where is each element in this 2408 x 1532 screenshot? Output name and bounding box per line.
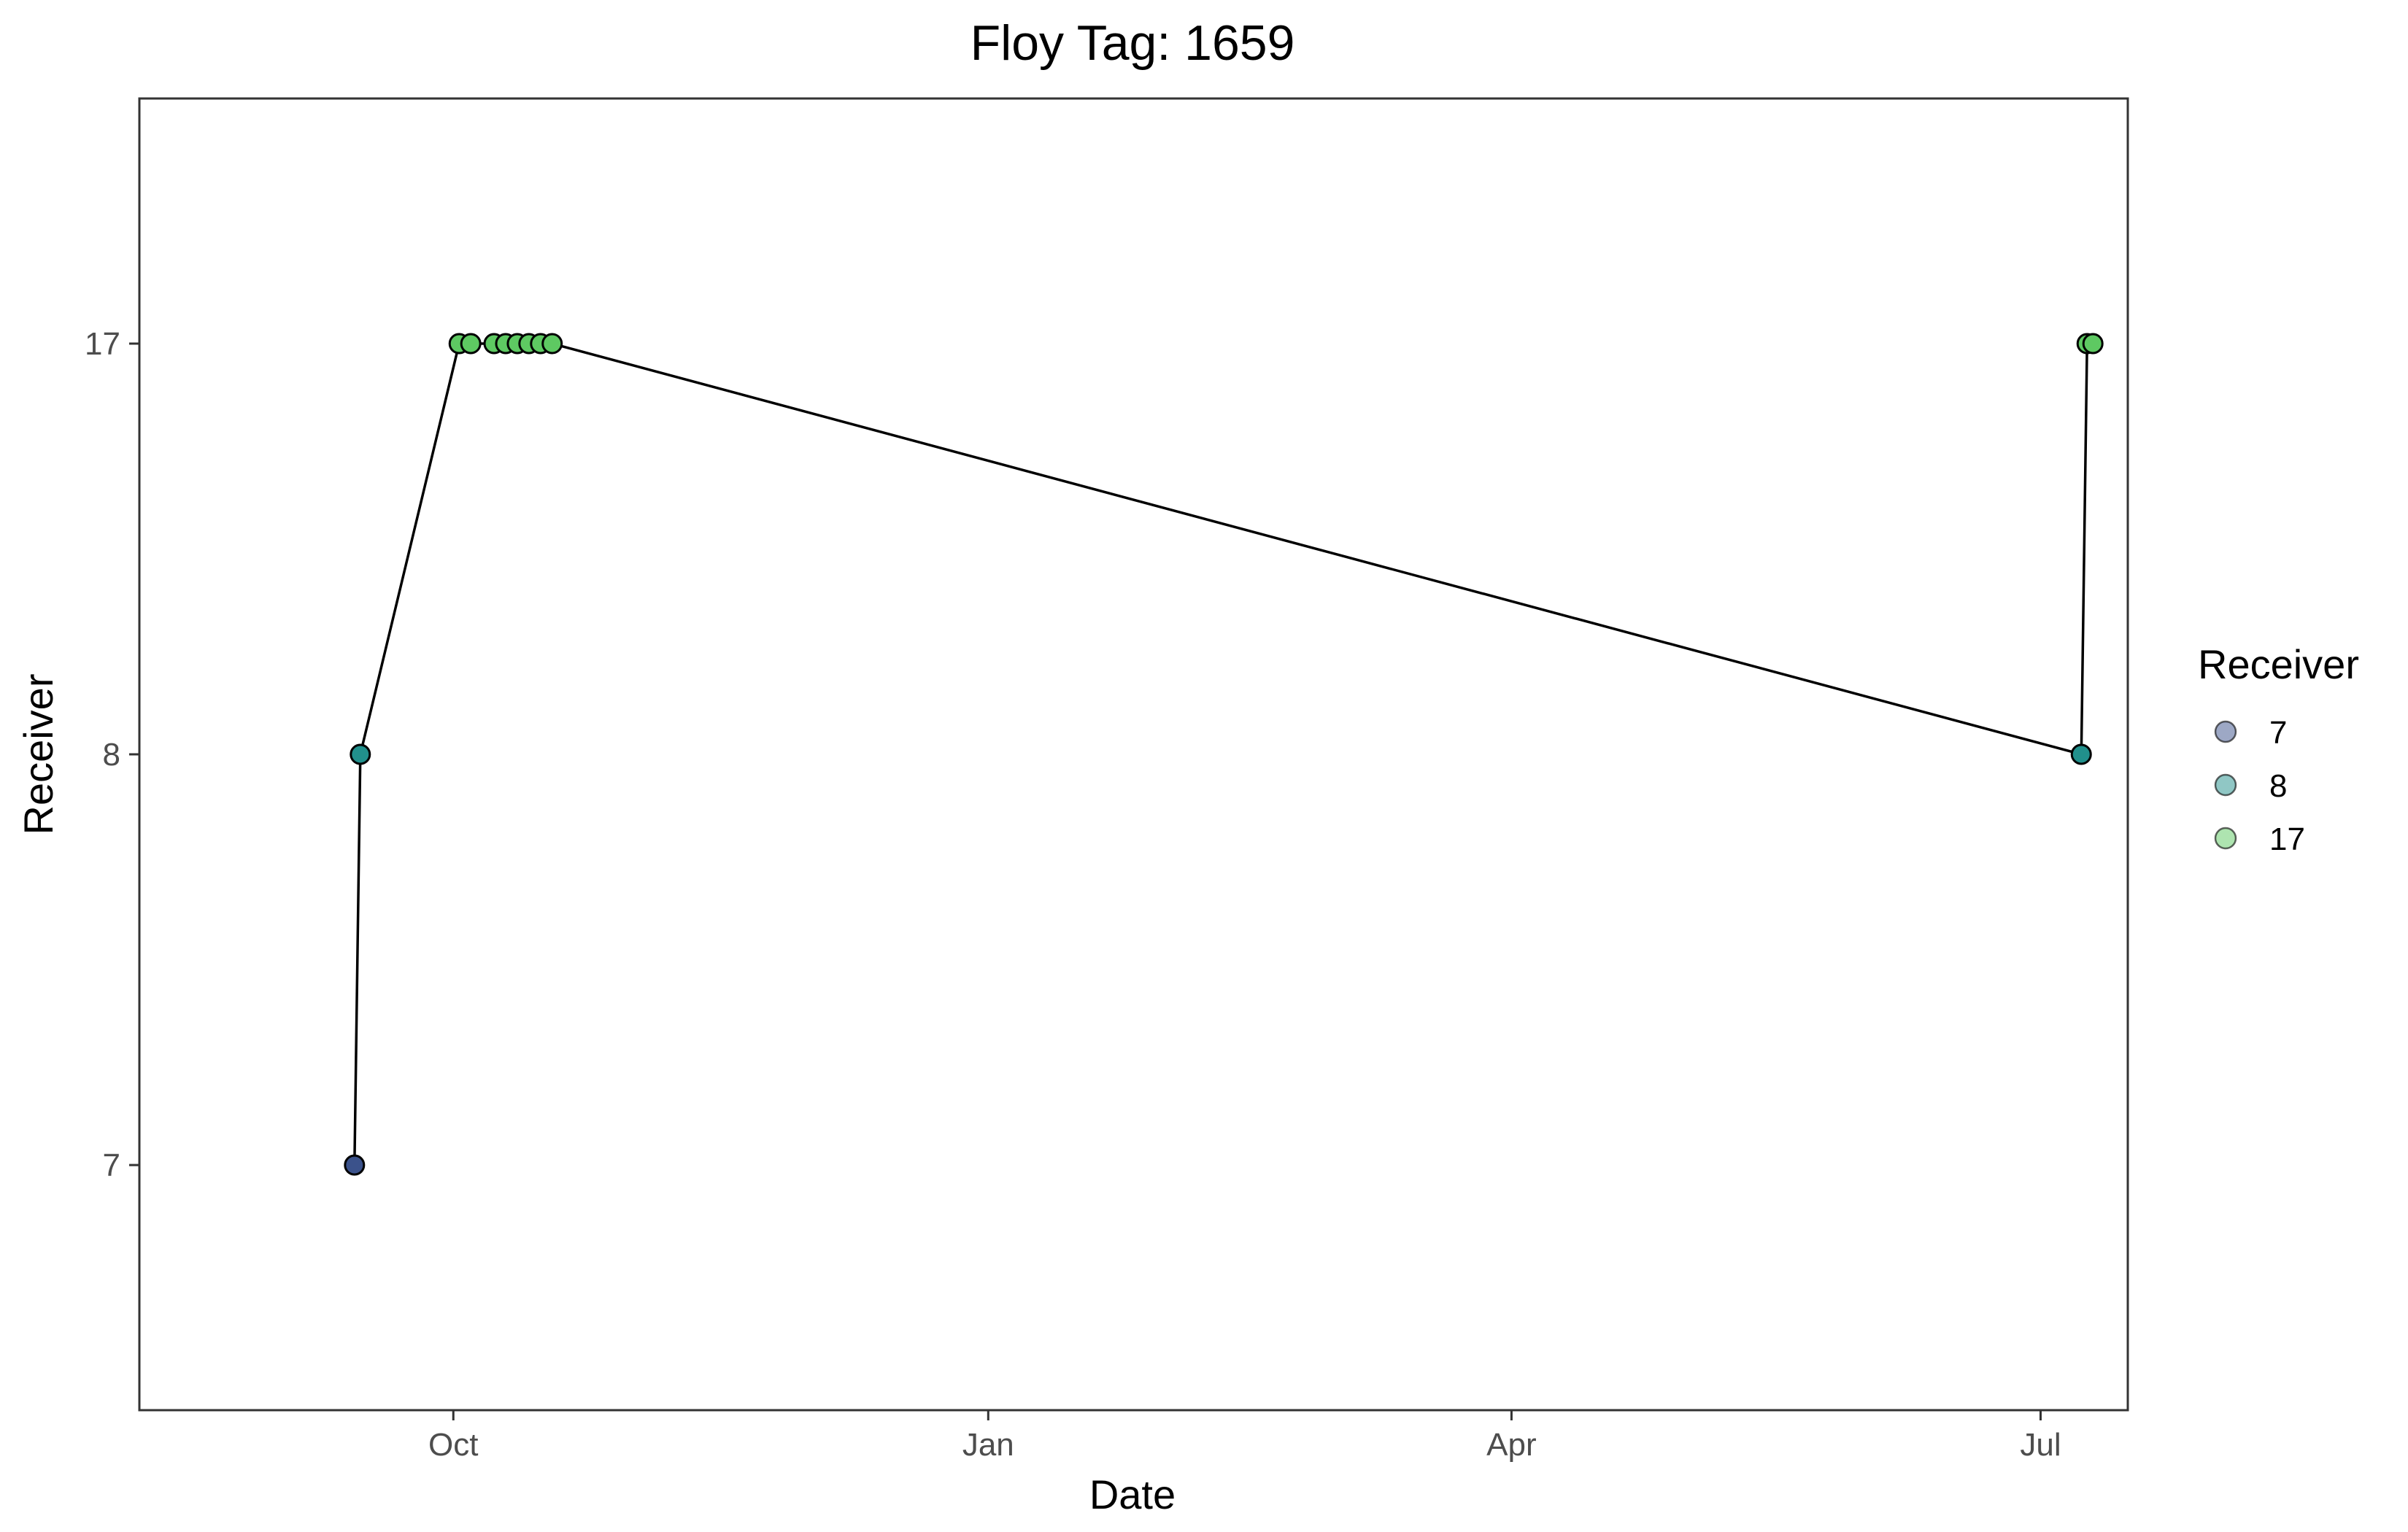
data-point xyxy=(460,333,482,355)
series-layer xyxy=(344,333,2104,1176)
y-tick-label: 17 xyxy=(85,326,120,362)
legend: Receiver 7 8 17 xyxy=(2198,641,2359,857)
x-tick-label: Jul xyxy=(2020,1427,2061,1463)
y-tick-label: 8 xyxy=(103,737,120,773)
legend-key xyxy=(2214,827,2237,850)
plot-panel xyxy=(138,97,2129,1412)
x-tick-label: Apr xyxy=(1486,1427,1536,1463)
y-axis: 7 8 17 xyxy=(85,326,139,1183)
x-axis-title: Date xyxy=(1089,1471,1176,1517)
x-tick-label: Jan xyxy=(962,1427,1014,1463)
y-axis-title: Receiver xyxy=(15,674,61,835)
chart-title: Floy Tag: 1659 xyxy=(970,15,1295,71)
legend-key xyxy=(2214,773,2237,797)
x-axis: Oct Jan Apr Jul xyxy=(428,1410,2061,1463)
legend-title: Receiver xyxy=(2198,641,2359,687)
data-point xyxy=(2082,333,2104,355)
y-tick-label: 7 xyxy=(103,1148,120,1183)
legend-item: 17 xyxy=(2214,821,2305,857)
x-tick-label: Oct xyxy=(428,1427,478,1463)
data-point xyxy=(350,743,371,765)
data-point xyxy=(344,1154,366,1176)
legend-item: 7 xyxy=(2214,715,2287,751)
legend-item: 8 xyxy=(2214,768,2287,804)
legend-label: 17 xyxy=(2269,821,2305,857)
data-point xyxy=(2070,743,2092,765)
legend-label: 8 xyxy=(2269,768,2287,804)
legend-key xyxy=(2214,720,2237,743)
legend-label: 7 xyxy=(2269,715,2287,751)
data-point xyxy=(541,333,563,355)
